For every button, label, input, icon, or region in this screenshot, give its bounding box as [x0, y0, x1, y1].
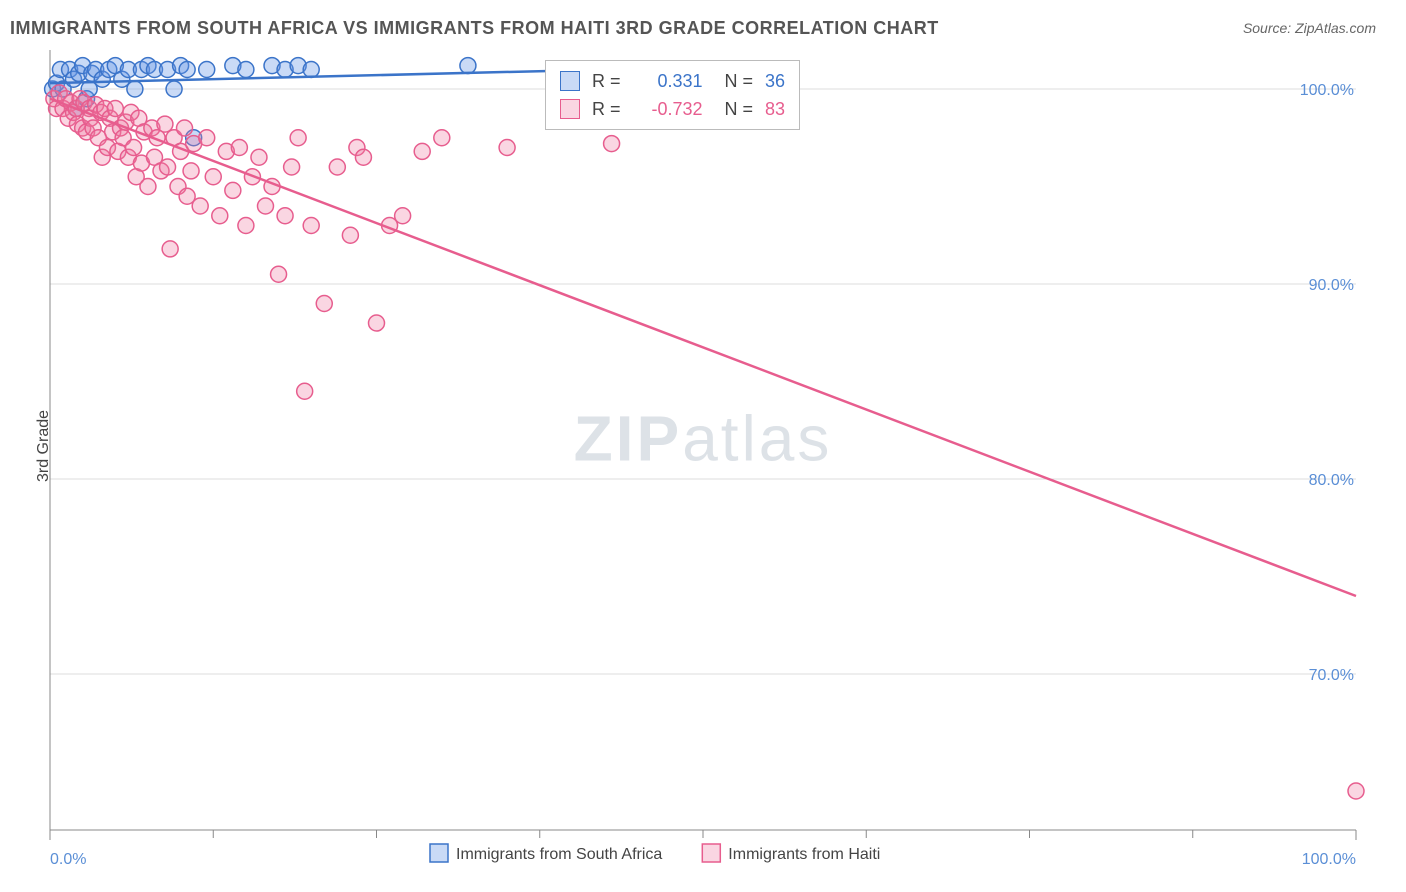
svg-text:100.0%: 100.0%: [1302, 851, 1356, 868]
correlation-n-label: N =: [715, 71, 754, 92]
data-point: [1348, 783, 1364, 799]
data-point: [604, 136, 620, 152]
data-point: [127, 81, 143, 97]
correlation-row: R = -0.732 N = 83: [560, 95, 785, 123]
scatter-chart: 70.0% 80.0% 90.0% 100.0% 0.0% 100.0% Immigrant…: [0, 0, 1406, 892]
data-point: [205, 169, 221, 185]
trend-line: [50, 99, 1356, 596]
data-point: [414, 143, 430, 159]
data-point: [225, 182, 241, 198]
data-point: [231, 140, 247, 156]
legend-label: Immigrants from South Africa: [456, 846, 662, 863]
data-point: [290, 130, 306, 146]
correlation-n-value: 36: [765, 71, 785, 92]
correlation-r-label: R =: [592, 99, 621, 120]
correlation-row: R = 0.331 N = 36: [560, 67, 785, 95]
legend-swatch: [430, 844, 448, 862]
data-point: [238, 218, 254, 234]
data-point: [160, 159, 176, 175]
data-point: [369, 315, 385, 331]
data-point: [162, 241, 178, 257]
data-point: [434, 130, 450, 146]
data-point: [199, 130, 215, 146]
data-point: [192, 198, 208, 214]
legend-swatch: [560, 71, 580, 91]
data-point: [303, 218, 319, 234]
data-point: [297, 383, 313, 399]
data-point: [355, 149, 371, 165]
data-point: [329, 159, 345, 175]
data-point: [499, 140, 515, 156]
svg-text:90.0%: 90.0%: [1309, 277, 1354, 294]
data-point: [395, 208, 411, 224]
chart-container: IMMIGRANTS FROM SOUTH AFRICA VS IMMIGRAN…: [0, 0, 1406, 892]
data-point: [316, 296, 332, 312]
legend-swatch: [702, 844, 720, 862]
correlation-r-value: -0.732: [633, 99, 703, 120]
data-point: [166, 81, 182, 97]
svg-text:70.0%: 70.0%: [1309, 667, 1354, 684]
data-point: [179, 62, 195, 78]
data-point: [126, 140, 142, 156]
data-point: [238, 62, 254, 78]
correlation-r-label: R =: [592, 71, 621, 92]
correlation-n-label: N =: [715, 99, 754, 120]
data-point: [140, 179, 156, 195]
data-point: [342, 227, 358, 243]
data-point: [177, 120, 193, 136]
data-point: [460, 58, 476, 74]
data-point: [157, 116, 173, 132]
data-point: [277, 208, 293, 224]
svg-text:100.0%: 100.0%: [1300, 82, 1354, 99]
correlation-n-value: 83: [765, 99, 785, 120]
svg-text:80.0%: 80.0%: [1309, 472, 1354, 489]
correlation-r-value: 0.331: [633, 71, 703, 92]
data-point: [251, 149, 267, 165]
data-point: [183, 163, 199, 179]
data-point: [257, 198, 273, 214]
data-point: [284, 159, 300, 175]
legend-swatch: [560, 99, 580, 119]
legend-label: Immigrants from Haiti: [728, 846, 880, 863]
data-point: [107, 101, 123, 117]
svg-text:0.0%: 0.0%: [50, 851, 86, 868]
data-point: [271, 266, 287, 282]
data-point: [199, 62, 215, 78]
data-point: [212, 208, 228, 224]
correlation-box: R = 0.331 N = 36 R = -0.732 N = 83: [545, 60, 800, 130]
data-point: [303, 62, 319, 78]
